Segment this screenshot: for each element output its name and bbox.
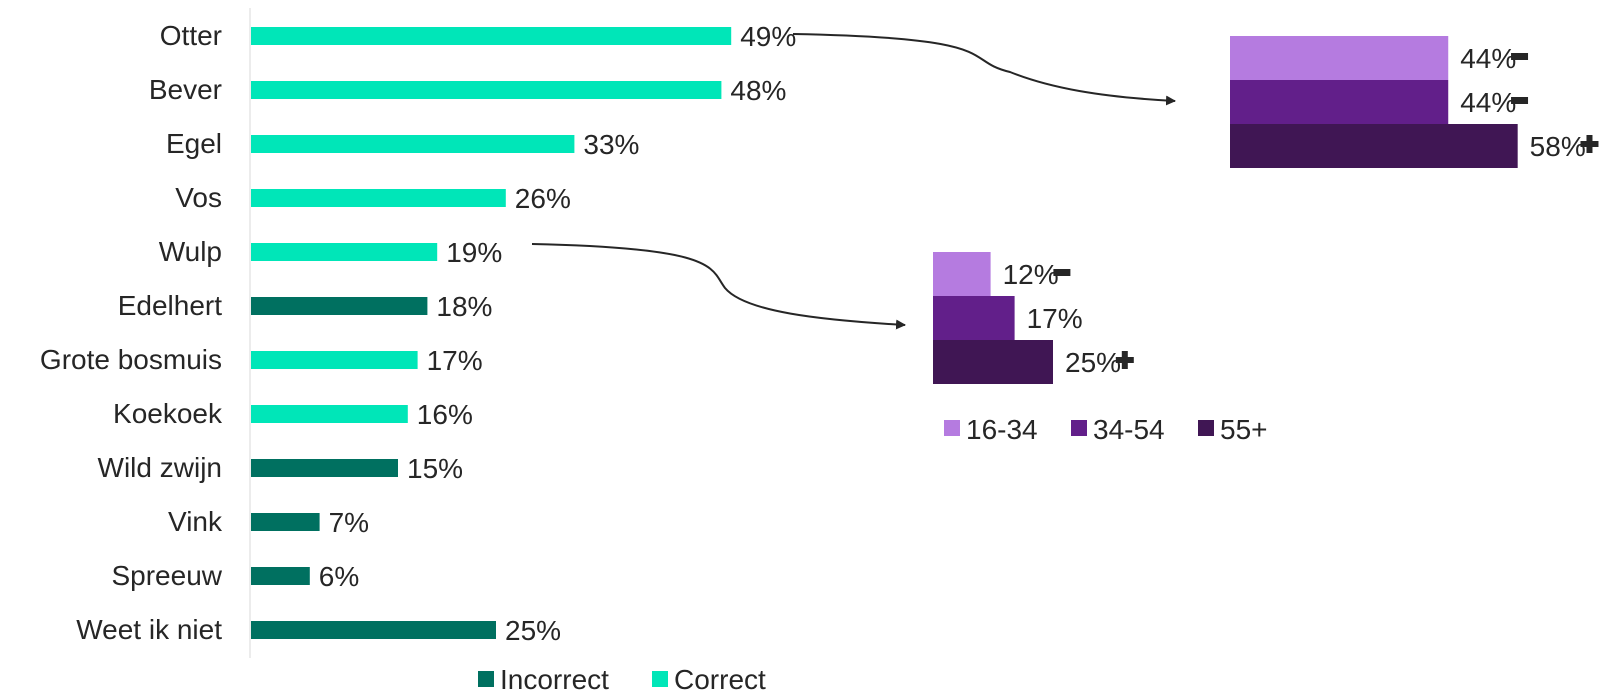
otter-significance-plus-icon-55 — [1580, 135, 1599, 153]
age-legend-swatch-16-34 — [944, 420, 960, 436]
legend-label-incorrect: Incorrect — [500, 664, 609, 693]
value-label-otter: 49% — [740, 21, 796, 52]
otter-value-label-16-34: 44% — [1460, 43, 1516, 74]
otter-significance-minus-icon-16-34-bar — [1511, 53, 1529, 60]
otter-significance-minus-icon-34-54-bar — [1511, 97, 1529, 104]
category-label-vos: Vos — [175, 182, 222, 213]
bar-koekoek — [251, 405, 408, 423]
otter-significance-plus-icon-55-v — [1586, 135, 1593, 153]
value-label-egel: 33% — [583, 129, 639, 160]
legend-swatch-incorrect — [478, 671, 494, 687]
category-label-weet-ik-niet: Weet ik niet — [76, 614, 222, 645]
category-label-otter: Otter — [160, 20, 222, 51]
age-legend: 16-34 34-54 55+ — [944, 414, 1268, 445]
category-label-egel: Egel — [166, 128, 222, 159]
legend-label-correct: Correct — [674, 664, 766, 693]
otter-value-label-34-54: 44% — [1460, 87, 1516, 118]
wulp-value-label-55: 25% — [1065, 347, 1121, 378]
value-label-spreeuw: 6% — [319, 561, 359, 592]
main-bar-chart: Otter 49% Bever 48% Egel 33% Vos 26% Wulp 19% Edel… — [40, 8, 796, 695]
age-legend-swatch-55 — [1198, 420, 1214, 436]
bar-egel — [251, 135, 575, 153]
value-label-edelhert: 18% — [436, 291, 492, 322]
wulp-bar-34-54 — [933, 296, 1015, 340]
category-label-edelhert: Edelhert — [118, 290, 223, 321]
otter-bar-34-54 — [1230, 80, 1449, 124]
wulp-significance-plus-icon-55 — [1115, 351, 1134, 369]
category-label-spreeuw: Spreeuw — [111, 560, 222, 591]
wulp-value-label-16-34: 12% — [1003, 259, 1059, 290]
category-label-wulp: Wulp — [159, 236, 222, 267]
category-label-koekoek: Koekoek — [113, 398, 223, 429]
value-label-wulp: 19% — [446, 237, 502, 268]
wulp-bar-55 — [933, 340, 1053, 384]
value-label-weet-ik-niet: 25% — [505, 615, 561, 646]
otter-significance-minus-icon-16-34 — [1511, 53, 1529, 60]
value-label-vos: 26% — [515, 183, 571, 214]
bar-vink — [251, 513, 320, 531]
main-legend: Incorrect Correct — [478, 664, 766, 695]
wulp-value-label-34-54: 17% — [1027, 303, 1083, 334]
age-legend-label-16-34: 16-34 — [966, 414, 1038, 445]
bar-weet-ik-niet — [251, 621, 496, 639]
bar-vos — [251, 189, 506, 207]
value-label-koekoek: 16% — [417, 399, 473, 430]
value-label-wild-zwijn: 15% — [407, 453, 463, 484]
wulp-significance-plus-icon-55-v — [1121, 351, 1128, 369]
category-label-bever: Bever — [149, 74, 222, 105]
value-label-vink: 7% — [329, 507, 369, 538]
category-label-grote-bosmuis: Grote bosmuis — [40, 344, 222, 375]
bar-wulp — [251, 243, 438, 261]
legend-swatch-correct — [652, 671, 668, 687]
otter-significance-minus-icon-34-54 — [1511, 97, 1529, 104]
value-label-grote-bosmuis: 17% — [427, 345, 483, 376]
bar-spreeuw — [251, 567, 310, 585]
age-legend-swatch-34-54 — [1071, 420, 1087, 436]
bar-grote-bosmuis — [251, 351, 418, 369]
value-label-bever: 48% — [730, 75, 786, 106]
otter-value-label-55: 58% — [1530, 131, 1586, 162]
wulp-callout-arrow — [531, 243, 906, 330]
wulp-significance-minus-icon-16-34-bar — [1053, 269, 1071, 276]
category-label-vink: Vink — [168, 506, 223, 537]
wulp-bar-16-34 — [933, 252, 991, 296]
wulp-age-breakdown-chart: 12% 17% 25% 16-34 34-54 55+ — [933, 252, 1268, 445]
category-label-wild-zwijn: Wild zwijn — [98, 452, 222, 483]
otter-callout-arrow — [792, 33, 1176, 106]
bar-otter — [251, 27, 732, 45]
bar-bever — [251, 81, 722, 99]
otter-bar-55 — [1230, 124, 1518, 168]
age-legend-label-34-54: 34-54 — [1093, 414, 1165, 445]
otter-age-breakdown-chart: 44% 44% 58% — [1230, 36, 1599, 168]
otter-bar-16-34 — [1230, 36, 1449, 80]
bar-edelhert — [251, 297, 428, 315]
wulp-significance-minus-icon-16-34 — [1053, 269, 1071, 276]
age-legend-label-55: 55+ — [1220, 414, 1268, 445]
bar-wild-zwijn — [251, 459, 398, 477]
